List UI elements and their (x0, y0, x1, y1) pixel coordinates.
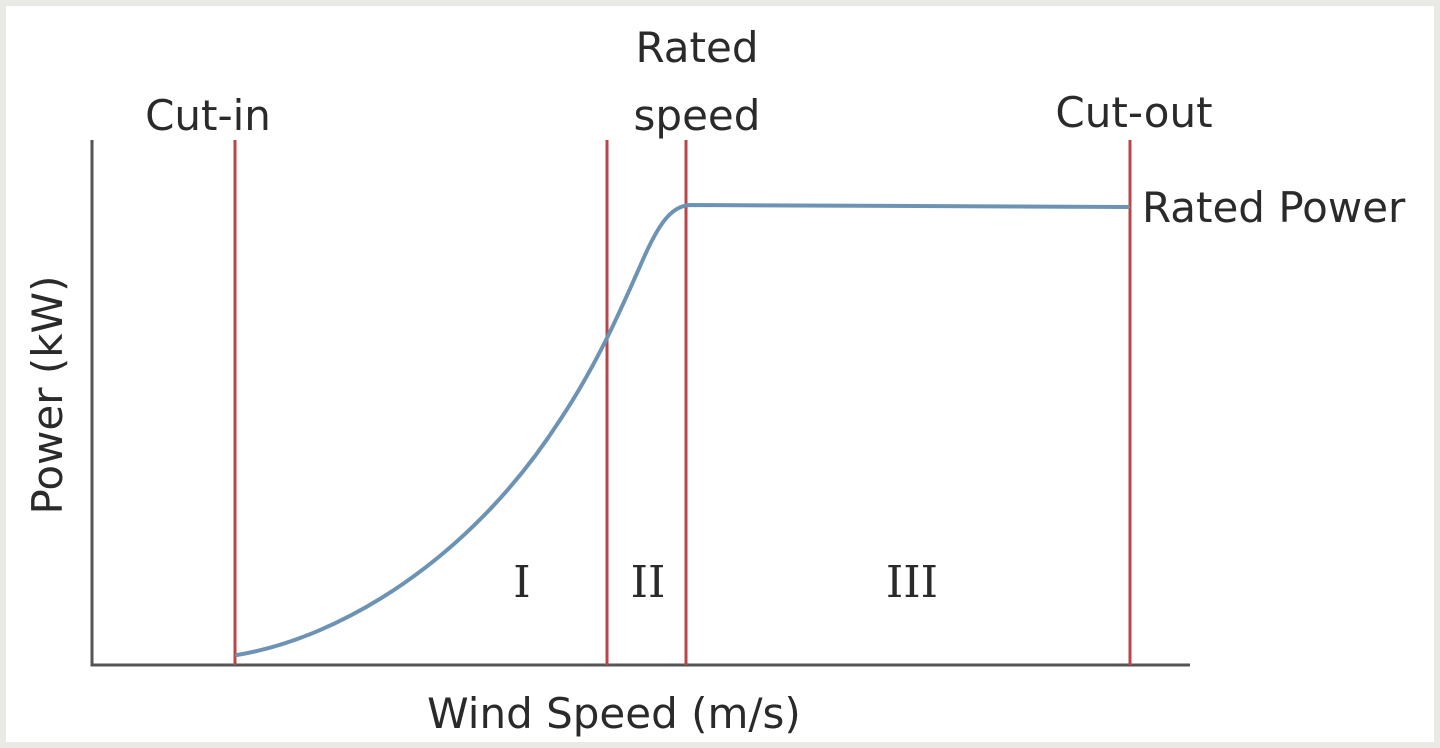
region-label-ii: II (631, 557, 666, 608)
x-axis-title: Wind Speed (m/s) (427, 689, 801, 738)
rated-power-label: Rated Power (1142, 183, 1406, 232)
cut-out-label: Cut-out (1055, 88, 1212, 137)
power-curve-series (235, 203, 1130, 657)
rated-speed-label-line1: Rated (636, 23, 759, 72)
rated-speed-label-line2: speed (634, 91, 761, 140)
y-axis-title: Power (kW) (23, 276, 72, 515)
axes (90, 140, 1190, 667)
region-label-i: I (513, 557, 530, 608)
region-label-iii: III (886, 557, 938, 608)
cut-in-label: Cut-in (145, 91, 271, 140)
